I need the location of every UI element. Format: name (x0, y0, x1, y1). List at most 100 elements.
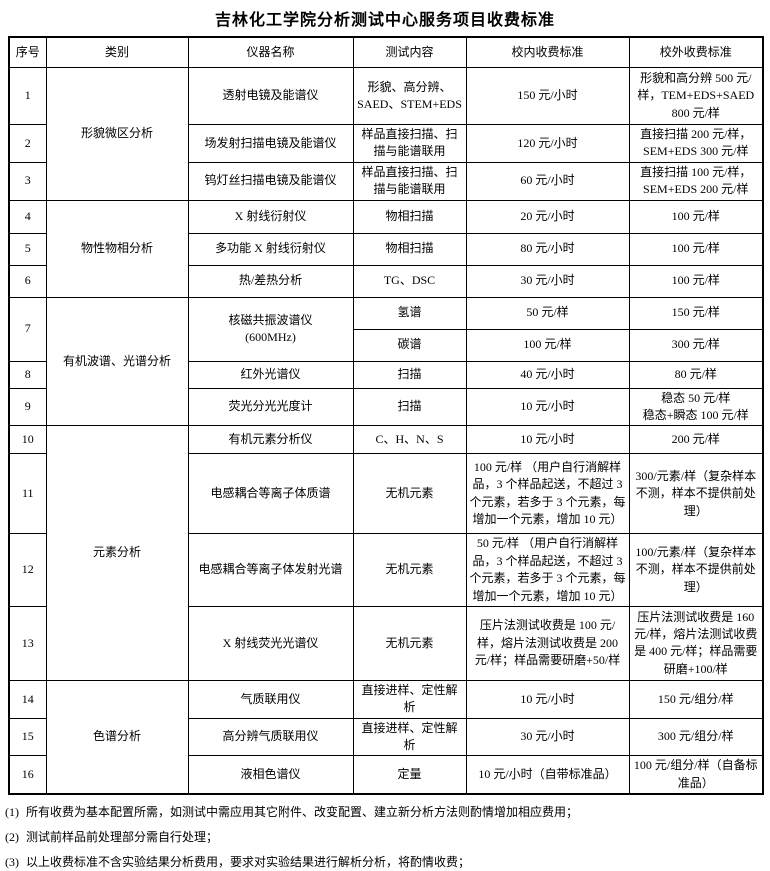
cell-no: 8 (8, 360, 47, 389)
header-category: 类别 (45, 36, 189, 68)
table-row: 6 热/差热分析 TG、DSC 30 元/小时 100 元/样 (8, 264, 764, 298)
cell-no: 2 (8, 124, 47, 163)
cell-instrument: 液相色谱仪 (187, 755, 354, 795)
cell-instrument: 透射电镜及能谱仪 (187, 67, 354, 125)
cell-content: 样品直接扫描、扫描与能谱联用 (352, 124, 467, 163)
cell-campus-fee: 压片法测试收费是 100 元/样，熔片法测试收费是 200 元/样；样品需要研磨… (465, 605, 630, 681)
cell-content: 扫描 (352, 387, 467, 427)
footnote-text: 以上收费标准不含实验结果分析费用，要求对实验结果进行解析分析，将酌情收费； (26, 854, 471, 869)
table-row: 碳谱 100 元/样 300 元/样 (9, 328, 764, 362)
fees-table: 序号 类别 仪器名称 测试内容 校内收费标准 校外收费标准 1 形貌微区分析 透… (8, 36, 764, 796)
header-row: 序号 类别 仪器名称 测试内容 校内收费标准 校外收费标准 (8, 36, 764, 68)
cell-instrument: 多功能 X 射线衍射仪 (187, 232, 354, 266)
cell-no: 5 (8, 232, 47, 266)
cell-content: 无机元素 (352, 605, 467, 681)
footnote: (3) 以上收费标准不含实验结果分析费用，要求对实验结果进行解析分析，将酌情收费… (5, 854, 762, 871)
cell-content: 直接进样、定性解析 (352, 717, 467, 757)
cell-campus-fee: 120 元/小时 (465, 124, 630, 163)
cell-instrument: 有机元素分析仪 (187, 425, 354, 455)
cell-no: 9 (8, 387, 47, 427)
cell-campus-fee: 80 元/小时 (465, 232, 630, 266)
footnote-number: (3) (5, 854, 19, 869)
cell-external-fee: 稳态 50 元/样 稳态+瞬态 100 元/样 (628, 387, 764, 427)
cell-no: 11 (8, 453, 47, 535)
cell-campus-fee: 30 元/小时 (465, 264, 630, 298)
cell-content: 形貌、高分辨、SAED、STEM+EDS (352, 67, 467, 125)
footnote: (2) 测试前样品前处理部分需自行处理； (5, 829, 762, 846)
cell-no: 7 (8, 296, 47, 362)
cell-external-fee: 150 元/组分/样 (628, 679, 764, 719)
page-title: 吉林化工学院分析测试中心服务项目收费标准 (214, 12, 555, 29)
cell-no: 14 (8, 679, 47, 719)
table-row: 10 元素分析 有机元素分析仪 C、H、N、S 10 元/小时 200 元/样 (8, 425, 764, 681)
cell-external-fee: 150 元/样 (628, 296, 764, 330)
header-instrument: 仪器名称 (187, 36, 354, 68)
table-row: 13 X 射线荧光光谱仪 无机元素 压片法测试收费是 100 元/样，熔片法测试… (8, 605, 764, 681)
cell-external-fee: 直接扫描 200 元/样，SEM+EDS 300 元/样 (628, 124, 764, 163)
table-row: 8 红外光谱仪 扫描 40 元/小时 80 元/样 (8, 360, 764, 389)
cell-instrument: 热/差热分析 (187, 264, 354, 298)
cell-no: 1 (8, 67, 47, 125)
cell-content: 样品直接扫描、扫描与能谱联用 (352, 161, 467, 201)
cell-no: 15 (8, 717, 47, 757)
cell-no: 4 (8, 199, 47, 234)
cell-content: 物相扫描 (352, 199, 467, 234)
table-row: 7 有机波谱、光谱分析 核磁共振波谱仪 (600MHz) 氢谱 50 元/样 1… (8, 296, 764, 427)
cell-category: 形貌微区分析 (45, 67, 189, 201)
cell-campus-fee: 150 元/小时 (465, 67, 630, 125)
cell-content: 碳谱 (352, 328, 467, 362)
cell-content: 扫描 (352, 360, 467, 389)
cell-instrument: 高分辨气质联用仪 (187, 717, 354, 757)
cell-campus-fee: 60 元/小时 (465, 161, 630, 201)
cell-content: 定量 (352, 755, 467, 795)
cell-campus-fee: 30 元/小时 (465, 717, 630, 757)
cell-instrument: 电感耦合等离子体发射光谱 (187, 533, 354, 607)
cell-content: 物相扫描 (352, 232, 467, 266)
cell-external-fee: 形貌和高分辨 500 元/样，TEM+EDS+SAED 800 元/样 (628, 67, 764, 125)
cell-instrument: 电感耦合等离子体质谱 (187, 453, 354, 535)
cell-external-fee: 100 元/样 (628, 264, 764, 298)
header-no: 序号 (8, 36, 47, 68)
cell-content: 无机元素 (352, 453, 467, 535)
cell-no: 10 (8, 425, 47, 455)
table-row: 9 荧光分光光度计 扫描 10 元/小时 稳态 50 元/样 稳态+瞬态 100… (8, 387, 764, 427)
footnote-number: (1) (5, 805, 19, 820)
footnote: (1) 所有收费为基本配置所需，如测试中需应用其它附件、改变配置、建立新分析方法… (5, 804, 762, 821)
cell-campus-fee: 100 元/样 (465, 328, 630, 362)
footnotes: (1) 所有收费为基本配置所需，如测试中需应用其它附件、改变配置、建立新分析方法… (5, 804, 762, 870)
cell-no: 3 (8, 161, 47, 201)
cell-external-fee: 80 元/样 (628, 360, 764, 389)
cell-instrument: 场发射扫描电镜及能谱仪 (187, 124, 354, 163)
footnote-text: 所有收费为基本配置所需，如测试中需应用其它附件、改变配置、建立新分析方法则酌情增… (26, 805, 579, 820)
cell-no: 12 (8, 533, 47, 607)
cell-external-fee: 100 元/样 (628, 232, 764, 266)
cell-instrument: 荧光分光光度计 (187, 387, 354, 427)
cell-instrument: X 射线荧光光谱仪 (187, 605, 354, 681)
cell-instrument: 红外光谱仪 (187, 360, 354, 389)
footnote-number: (2) (5, 830, 19, 845)
cell-external-fee: 100 元/组分/样（自备标准品） (628, 755, 764, 795)
cell-external-fee: 300 元/组分/样 (628, 717, 764, 757)
cell-campus-fee: 50 元/样 (465, 296, 630, 330)
cell-campus-fee: 50 元/样 （用户自行消解样品，3 个样品起送，不超过 3 个元素，若多于 3… (465, 533, 630, 607)
cell-external-fee: 200 元/样 (628, 425, 764, 455)
cell-external-fee: 300/元素/样（复杂样本不测，样本不提供前处理） (628, 453, 764, 535)
cell-content: C、H、N、S (352, 425, 467, 455)
table-row: 11 电感耦合等离子体质谱 无机元素 100 元/样 （用户自行消解样品，3 个… (8, 453, 764, 535)
cell-campus-fee: 100 元/样 （用户自行消解样品，3 个样品起送，不超过 3 个元素，若多于 … (465, 453, 630, 535)
cell-no: 13 (8, 605, 47, 681)
table-row: 16 液相色谱仪 定量 10 元/小时（自带标准品） 100 元/组分/样（自备… (8, 755, 764, 795)
header-external-fee: 校外收费标准 (628, 36, 764, 68)
cell-content: 氢谱 (352, 296, 467, 330)
header-campus-fee: 校内收费标准 (465, 36, 630, 68)
cell-campus-fee: 10 元/小时 (465, 387, 630, 427)
table-row: 15 高分辨气质联用仪 直接进样、定性解析 30 元/小时 300 元/组分/样 (8, 717, 764, 757)
cell-content: 直接进样、定性解析 (352, 679, 467, 719)
cell-external-fee: 100 元/样 (628, 199, 764, 234)
cell-instrument: 钨灯丝扫描电镜及能谱仪 (187, 161, 354, 201)
cell-instrument: X 射线衍射仪 (187, 199, 354, 234)
cell-campus-fee: 10 元/小时（自带标准品） (465, 755, 630, 795)
cell-external-fee: 100/元素/样（复杂样本不测，样本不提供前处理） (628, 533, 764, 607)
cell-external-fee: 直接扫描 100 元/样，SEM+EDS 200 元/样 (628, 161, 764, 201)
cell-content: 无机元素 (352, 533, 467, 607)
